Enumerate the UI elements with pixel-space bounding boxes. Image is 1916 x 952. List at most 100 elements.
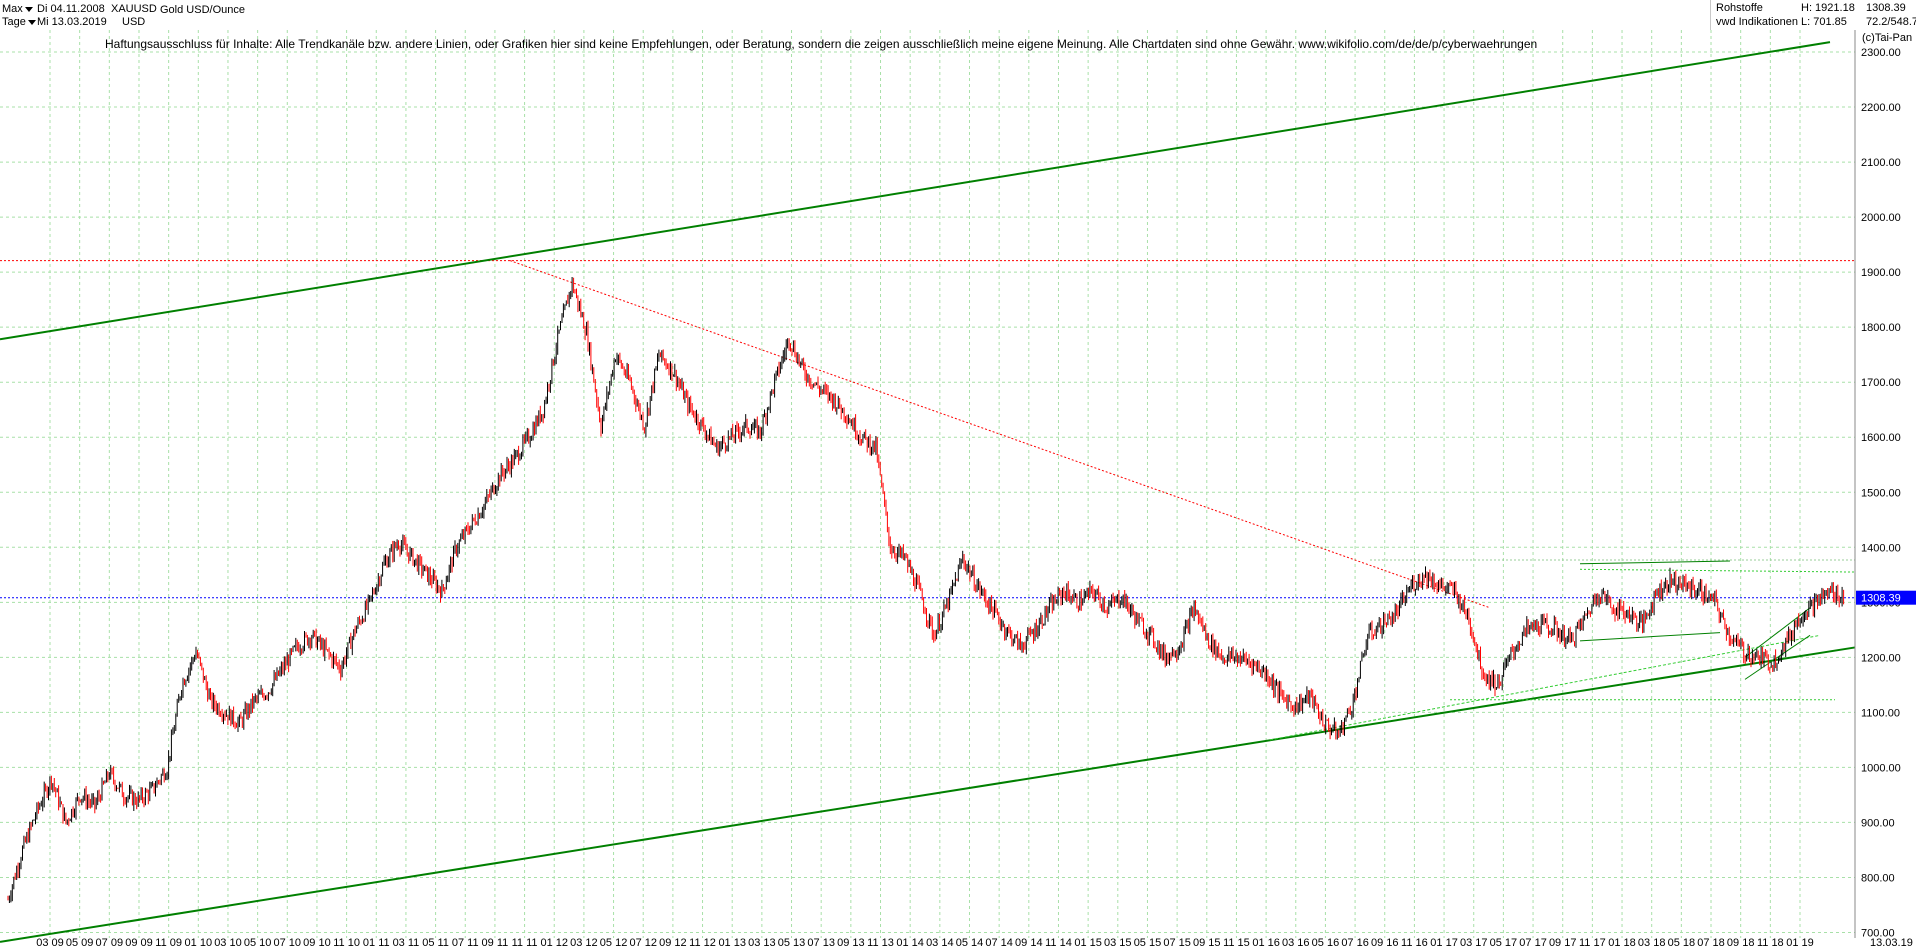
x-tick-label: 07 13 (807, 937, 835, 949)
x-tick-label: 11 09 (155, 937, 182, 949)
x-tick-label: 05 14 (956, 937, 984, 949)
x-tick-label: 11 15 (1223, 937, 1250, 949)
trend-lines (0, 41, 1856, 943)
plot-background (0, 30, 1855, 938)
data-source: vwd Indikationen (1716, 16, 1798, 28)
y-tick-label: 1600.00 (1861, 432, 1901, 444)
x-tick-label: 05 18 (1668, 937, 1696, 949)
x-tick-label: 03 18 (1638, 937, 1666, 949)
y-tick-label: 1400.00 (1861, 542, 1901, 554)
high-value: H: 1921.18 (1801, 2, 1855, 14)
x-tick-label: 09 18 (1727, 937, 1755, 949)
x-end-label: 13.03.19 (1870, 937, 1913, 949)
symbol: XAUUSD (111, 3, 157, 15)
x-tick-label: 09 15 (1193, 937, 1221, 949)
x-tick-label: 07 10 (274, 937, 302, 949)
x-tick-label: 11 12 (689, 937, 716, 949)
support-trendline (1269, 634, 1821, 741)
x-tick-label: 03 13 (748, 937, 776, 949)
x-tick-label: 07 16 (1341, 937, 1369, 949)
range-selector-label: Max (2, 3, 23, 15)
end-date: Mi 13.03.2019 (37, 16, 107, 28)
y-tick-label: 1200.00 (1861, 652, 1901, 664)
x-tick-label: 07 15 (1163, 937, 1191, 949)
currency: USD (122, 16, 146, 28)
x-tick-label: 05 17 (1490, 937, 1518, 949)
x-tick-label: 01 17 (1430, 937, 1458, 949)
x-tick-label: 09 13 (837, 937, 865, 949)
range-top-solid (1579, 560, 1731, 565)
y-tick-label: 1500.00 (1861, 487, 1901, 499)
disclaimer-text: Haftungsausschluss für Inhalte: Alle Tre… (105, 37, 1538, 51)
x-tick-label: 11 11 (512, 937, 538, 949)
x-tick-label: 05 15 (1134, 937, 1162, 949)
x-tick-label: 03 10 (214, 937, 242, 949)
x-tick-label: 01 11 (363, 937, 390, 949)
interval-selector-label: Tage (2, 16, 26, 28)
x-tick-label: 07 14 (985, 937, 1013, 949)
x-tick-label: 01 10 (185, 937, 213, 949)
x-tick-label: 09 11 (482, 937, 509, 949)
x-tick-label: 03 09 (36, 937, 64, 949)
lower-trend-channel (0, 646, 1856, 943)
x-tick-label: 03 12 (570, 937, 598, 949)
x-tick-label: 05 12 (600, 937, 628, 949)
last-price: 1308.39 (1866, 2, 1906, 14)
x-tick-label: 01 15 (1074, 937, 1102, 949)
y-tick-label: 1000.00 (1861, 762, 1901, 774)
x-tick-label: 11 14 (1045, 937, 1072, 949)
x-tick-label: 03 14 (926, 937, 954, 949)
low-value: L: 701.85 (1801, 16, 1847, 28)
x-tick-label: 07 17 (1519, 937, 1547, 949)
x-tick-label: 01 12 (540, 937, 568, 949)
interval-selector[interactable]: Tage (2, 16, 36, 28)
y-tick-label: 2000.00 (1861, 212, 1901, 224)
chevron-down-icon (27, 19, 36, 25)
x-tick-label: 05 09 (66, 937, 94, 949)
x-tick-label: 09 14 (1015, 937, 1043, 949)
x-tick-label: 11 18 (1757, 937, 1784, 949)
x-axis: 03 09 05 09 07 09 09 09 11 09 01 10 03 10 05 10… (36, 937, 1913, 949)
category: Rohstoffe (1716, 2, 1763, 14)
x-tick-label: 01 13 (718, 937, 746, 949)
x-tick-label: 05 13 (778, 937, 806, 949)
chevron-down-icon (24, 6, 33, 12)
x-tick-label: 07 18 (1697, 937, 1725, 949)
range-bottom-solid (1579, 632, 1721, 642)
x-tick-label: 01 18 (1608, 937, 1636, 949)
x-tick-label: 07 09 (96, 937, 124, 949)
ratio: 72.2/548.7 (1866, 16, 1916, 28)
x-tick-label: 11 17 (1579, 937, 1606, 949)
y-tick-label: 2200.00 (1861, 102, 1901, 114)
header-divider (1710, 0, 1711, 30)
x-tick-label: 07 11 (452, 937, 479, 949)
x-tick-label: 05 16 (1312, 937, 1340, 949)
x-tick-label: 01 14 (896, 937, 924, 949)
upper-trend-channel (0, 41, 1831, 341)
x-tick-label: 05 11 (422, 937, 449, 949)
last-price-tag (1856, 590, 1916, 605)
x-tick-label: 11 16 (1401, 937, 1428, 949)
x-tick-label: 09 17 (1549, 937, 1577, 949)
range-selector[interactable]: Max (2, 3, 33, 15)
x-tick-label: 07 12 (629, 937, 657, 949)
y-axis: 700.00 800.00 900.00 1000.00 1100.00 1200.00 1… (1854, 30, 1916, 939)
y-tick-label: 2100.00 (1861, 157, 1901, 169)
x-tick-label: 09 09 (125, 937, 153, 949)
x-tick-label: 03 11 (393, 937, 420, 949)
y-tick-label: 1100.00 (1861, 707, 1900, 719)
x-tick-label: 09 10 (303, 937, 331, 949)
x-tick-label: 03 16 (1282, 937, 1310, 949)
grid (0, 30, 1855, 938)
y-tick-label: 800.00 (1861, 872, 1895, 884)
x-tick-label: 03 17 (1460, 937, 1488, 949)
x-tick-label: 05 10 (244, 937, 272, 949)
upper-range-line (1579, 568, 1856, 573)
y-tick-label: 1800.00 (1861, 322, 1901, 334)
x-tick-label: 01 16 (1252, 937, 1280, 949)
short-uptrend-line (1744, 634, 1811, 680)
y-tick-label: 1700.00 (1861, 377, 1901, 389)
x-tick-label: 09 16 (1371, 937, 1399, 949)
x-tick-label: 01 19 (1786, 937, 1814, 949)
